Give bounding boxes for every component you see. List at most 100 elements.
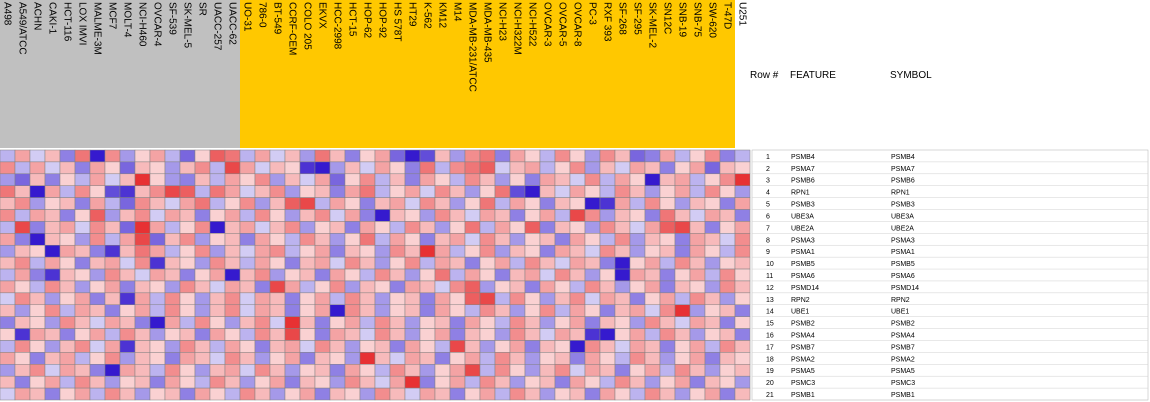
- heatmap-cell: [209, 233, 226, 246]
- heatmap-cell: [89, 304, 106, 317]
- heatmap-cell: [239, 197, 256, 210]
- row-feature: UBE1: [791, 309, 809, 316]
- heatmap-cell: [614, 292, 631, 306]
- heatmap-cell: [314, 280, 331, 294]
- row-table: Row # FEATURE SYMBOL 1 PSMB4 PSMB4 2 PSMA7 PS…: [750, 70, 1149, 401]
- heatmap-cell: [269, 256, 286, 270]
- heatmap-cell: [404, 328, 421, 341]
- heatmap-cell: [254, 161, 271, 175]
- heatmap-cell: [554, 209, 571, 222]
- heatmap-cell: [0, 209, 16, 222]
- row-symbol: UBE1: [891, 309, 909, 316]
- heatmap-cell: [149, 173, 166, 186]
- heatmap-cell: [449, 375, 466, 389]
- column-label: HCT-15: [347, 2, 358, 37]
- heatmap-cell: [734, 233, 751, 246]
- heatmap-cell: [74, 244, 91, 258]
- heatmap-cell: [479, 268, 496, 282]
- heatmap-cell: [674, 316, 691, 329]
- heatmap-cell: [554, 328, 571, 341]
- heatmap-cell: [239, 185, 256, 198]
- row-feature: PSMA4: [791, 333, 815, 340]
- heatmap-cell: [119, 328, 136, 341]
- heatmap-cell: [404, 364, 421, 377]
- heatmap-cell: [479, 233, 496, 246]
- heatmap-cell: [629, 185, 646, 198]
- heatmap-cell: [569, 244, 586, 258]
- heatmap-cell: [299, 221, 316, 234]
- heatmap-cell: [464, 256, 481, 270]
- heatmap-cell: [374, 387, 391, 401]
- row-symbol: PSMA7: [891, 166, 915, 173]
- heatmap-cell: [44, 328, 61, 341]
- heatmap-cell: [359, 185, 376, 198]
- column-label: BT-549: [272, 2, 283, 35]
- heatmap-cell: [344, 352, 361, 365]
- heatmap-cell: [89, 197, 106, 210]
- heatmap-cell: [209, 185, 226, 198]
- heatmap-cell: [74, 185, 91, 198]
- row-feature: PSMA3: [791, 237, 815, 244]
- heatmap-cell: [419, 209, 436, 222]
- heatmap-cell: [284, 375, 301, 389]
- heatmap-cell: [599, 244, 616, 258]
- heatmap-cell: [74, 173, 91, 186]
- row-number: 21: [766, 392, 774, 399]
- heatmap-cell: [254, 328, 271, 341]
- heatmap-cell: [89, 173, 106, 186]
- heatmap-cell: [689, 292, 706, 306]
- heatmap-cell: [104, 387, 121, 401]
- column-label: MDA-MB-231/ATCC: [467, 2, 478, 92]
- heatmap-cell: [374, 328, 391, 341]
- row-feature: PSMB2: [791, 321, 815, 328]
- heatmap-cell: [434, 268, 451, 282]
- heatmap-cell: [659, 387, 676, 401]
- heatmap-cell: [134, 149, 151, 163]
- heatmap-cell: [374, 292, 391, 306]
- heatmap-cell: [404, 340, 421, 353]
- heatmap-cell: [539, 292, 556, 306]
- heatmap-cell: [494, 161, 511, 175]
- column-label: SR: [197, 2, 208, 16]
- heatmap-cell: [89, 268, 106, 282]
- heatmap-cell: [104, 185, 121, 198]
- heatmap-cell: [344, 185, 361, 198]
- heatmap-cell: [44, 173, 61, 186]
- heatmap-cell: [29, 185, 46, 198]
- heatmap-cell: [44, 197, 61, 210]
- heatmap-cell: [449, 292, 466, 306]
- heatmap-cell: [149, 304, 166, 317]
- heatmap-cell: [644, 244, 661, 258]
- heatmap-cell: [449, 387, 466, 401]
- heatmap-cell: [659, 233, 676, 246]
- column-label: U251: [737, 2, 748, 26]
- heatmap-cell: [164, 316, 181, 329]
- heatmap-cell: [584, 352, 601, 365]
- heatmap-cell: [584, 256, 601, 270]
- heatmap-cell: [239, 233, 256, 246]
- heatmap-cell: [299, 244, 316, 258]
- heatmap-cell: [719, 209, 736, 222]
- heatmap-cell: [29, 340, 46, 353]
- column-label: NCI-H23: [497, 2, 508, 41]
- heatmap-cell: [119, 197, 136, 210]
- heatmap-cell: [719, 280, 736, 294]
- heatmap-cell: [119, 375, 136, 389]
- heatmap-cell: [314, 375, 331, 389]
- row-number: 5: [766, 202, 770, 209]
- heatmap-cell: [704, 149, 721, 163]
- heatmap-cell: [644, 340, 661, 353]
- heatmap-cell: [284, 328, 301, 341]
- heatmap-cell: [344, 387, 361, 401]
- heatmap-cell: [599, 209, 616, 222]
- heatmap-cell: [659, 149, 676, 163]
- heatmap-cell: [614, 364, 631, 377]
- heatmap-cell: [14, 364, 31, 377]
- heatmap-cell: [104, 149, 121, 163]
- column-label: KM12: [437, 2, 448, 29]
- heatmap-cell: [284, 387, 301, 401]
- heatmap-cell: [524, 244, 541, 258]
- heatmap-cell: [704, 185, 721, 198]
- heatmap-cell: [119, 316, 136, 329]
- heatmap-cell: [419, 340, 436, 353]
